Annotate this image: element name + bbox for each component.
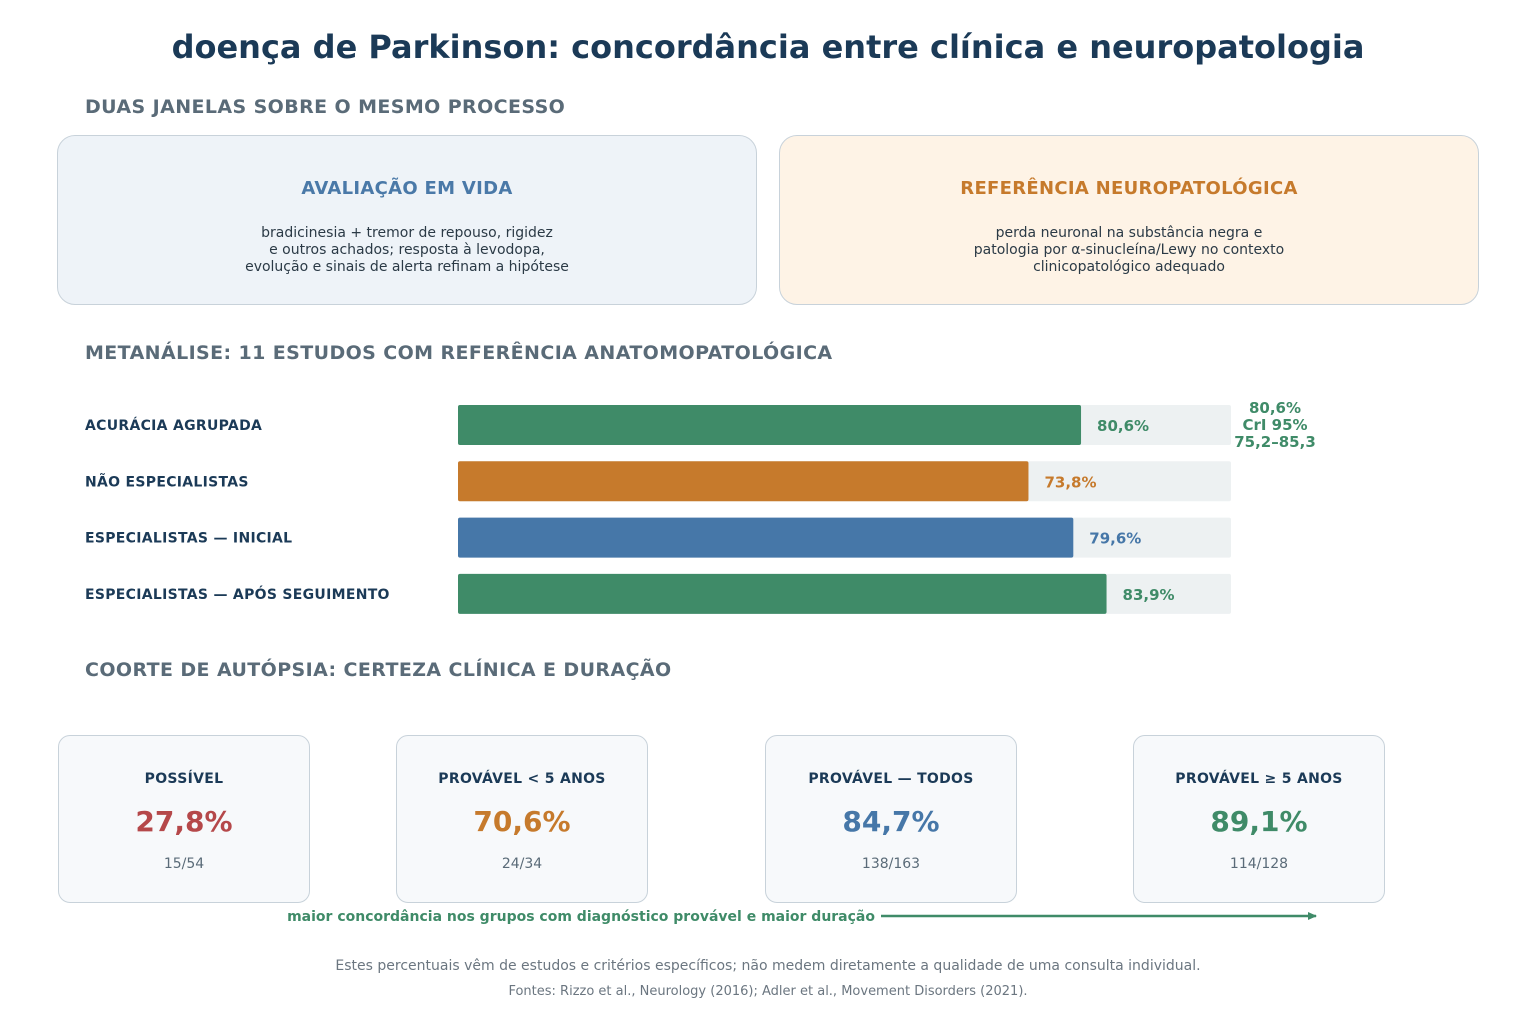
bar-value-label: 83,9% xyxy=(1123,586,1175,604)
panel-clinical-line: evolução e sinais de alerta refinam a hi… xyxy=(245,259,569,275)
trend-text: maior concordância nos grupos com diagnó… xyxy=(287,909,875,925)
bar-category-label: ACURÁCIA AGRUPADA xyxy=(85,417,262,434)
sources-note: Fontes: Rizzo et al., Neurology (2016); … xyxy=(508,984,1028,999)
panel-clinical-line: e outros achados; resposta à levodopa, xyxy=(269,242,545,258)
panel-pathology-line: perda neuronal na substância negra e xyxy=(995,225,1263,241)
panel-clinical-title: AVALIAÇÃO EM VIDA xyxy=(301,178,513,199)
cohort-card-possivel: POSSÍVEL 27,8% 15/54 xyxy=(58,735,310,903)
panel-pathology-body: perda neuronal na substância negra e pat… xyxy=(780,225,1478,276)
cohort-card-label: POSSÍVEL xyxy=(144,771,224,787)
section-title-cohort: COORTE DE AUTÓPSIA: CERTEZA CLÍNICA E DU… xyxy=(85,659,672,681)
credible-interval-annotation: CrI 95% xyxy=(1242,416,1307,434)
page-title: doença de Parkinson: concordância entre … xyxy=(171,28,1365,66)
panel-pathology: REFERÊNCIA NEUROPATOLÓGICA perda neurona… xyxy=(779,135,1479,305)
meta-analysis-bar-chart: ACURÁCIA AGRUPADA 80,6% NÃO ESPECIALISTAS 7… xyxy=(85,399,1316,614)
cohort-card-provavel-5-mais: PROVÁVEL ≥ 5 ANOS 89,1% 114/128 xyxy=(1133,735,1385,903)
panel-clinical-body: bradicinesia + tremor de repouso, rigide… xyxy=(58,225,756,276)
bar-value-label: 80,6% xyxy=(1097,417,1149,435)
bar-category-label: ESPECIALISTAS — INICIAL xyxy=(85,531,292,547)
bar-value-label: 73,8% xyxy=(1044,473,1096,491)
bar-category-label: NÃO ESPECIALISTAS xyxy=(85,473,249,490)
bar xyxy=(458,517,1074,558)
bar xyxy=(458,573,1107,614)
cohort-card-count: 15/54 xyxy=(163,856,205,872)
panel-pathology-line: clinicopatológico adequado xyxy=(1033,259,1225,275)
trend-annotation: maior concordância nos grupos com diagnó… xyxy=(287,909,1317,925)
cohort-card-label: PROVÁVEL < 5 ANOS xyxy=(438,771,606,787)
bar xyxy=(458,461,1029,502)
cohort-card-value: 27,8% xyxy=(135,805,233,838)
cohort-card-value: 89,1% xyxy=(1210,805,1308,838)
credible-interval-annotation: 80,6% xyxy=(1249,399,1301,417)
cohort-card-provavel-todos: PROVÁVEL — TODOS 84,7% 138/163 xyxy=(765,735,1017,903)
cohort-card-count: 114/128 xyxy=(1229,856,1289,872)
panel-clinical: AVALIAÇÃO EM VIDA bradicinesia + tremor … xyxy=(57,135,757,305)
bar-category-label: ESPECIALISTAS — APÓS SEGUIMENTO xyxy=(85,585,390,603)
panel-pathology-title: REFERÊNCIA NEUROPATOLÓGICA xyxy=(960,178,1298,199)
bar xyxy=(458,405,1082,445)
section-title-meta: METANÁLISE: 11 ESTUDOS COM REFERÊNCIA AN… xyxy=(85,342,833,364)
cohort-card-label: PROVÁVEL ≥ 5 ANOS xyxy=(1175,771,1343,787)
cohort-card-value: 70,6% xyxy=(473,805,571,838)
panel-pathology-line: patologia por α-sinucleína/Lewy no conte… xyxy=(973,242,1285,258)
cohort-card-count: 24/34 xyxy=(501,856,543,872)
cohort-card-provavel-menos-5: PROVÁVEL < 5 ANOS 70,6% 24/34 xyxy=(396,735,648,903)
disclaimer-note: Estes percentuais vêm de estudos e crité… xyxy=(335,958,1201,974)
cohort-card-value: 84,7% xyxy=(842,805,940,838)
credible-interval-annotation: 75,2–85,3 xyxy=(1234,433,1316,451)
cohort-card-count: 138/163 xyxy=(861,856,921,872)
bar-value-label: 79,6% xyxy=(1089,530,1141,548)
cohort-card-label: PROVÁVEL — TODOS xyxy=(808,771,974,787)
panel-clinical-line: bradicinesia + tremor de repouso, rigide… xyxy=(261,225,553,241)
section-title-windows: DUAS JANELAS SOBRE O MESMO PROCESSO xyxy=(85,96,566,118)
